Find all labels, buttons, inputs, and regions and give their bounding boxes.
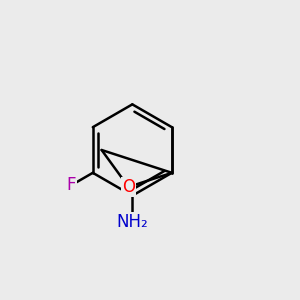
Text: O: O — [122, 178, 135, 196]
Text: NH₂: NH₂ — [116, 213, 148, 231]
Text: F: F — [66, 176, 76, 194]
